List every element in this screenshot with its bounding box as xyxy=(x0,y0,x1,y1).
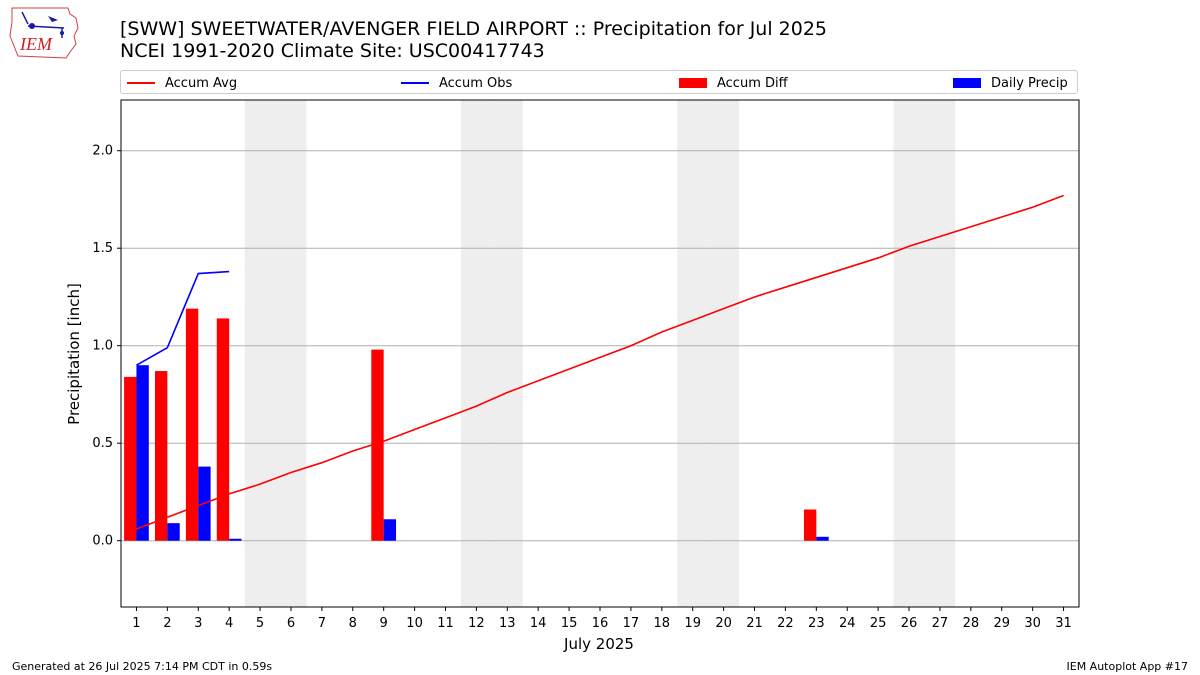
x-axis-label: July 2025 xyxy=(564,635,634,653)
logo-text: IEM xyxy=(19,34,53,54)
x-tick-label-4: 4 xyxy=(225,616,233,631)
x-tick-label-1: 1 xyxy=(132,616,140,631)
x-tick-label-31: 31 xyxy=(1055,616,1072,631)
series-lines xyxy=(136,194,1064,530)
accum-diff-bar-2 xyxy=(154,371,168,541)
x-tick-label-21: 21 xyxy=(746,616,763,631)
y-tick-label-0: 0.0 xyxy=(92,534,113,549)
bars xyxy=(124,308,829,541)
legend-accum-obs-swatch xyxy=(401,82,429,84)
x-tick-label-12: 12 xyxy=(468,616,485,631)
x-tick-label-25: 25 xyxy=(870,616,887,631)
legend-accum-diff-label: Accum Diff xyxy=(717,75,788,91)
app-credit: IEM Autoplot App #17 xyxy=(1066,660,1189,673)
legend: Accum Avg Accum Obs Accum Diff Daily Pre… xyxy=(120,70,1078,94)
axis-ticks: 0.00.51.01.52.01 2 3 4 5 6 7 8 9 10 11 12 13 14 15 16 17… xyxy=(92,144,1072,631)
x-tick-label-14: 14 xyxy=(530,616,547,631)
accum-diff-bar-9 xyxy=(371,349,384,541)
y-gridlines xyxy=(121,150,1079,542)
x-tick-label-7: 7 xyxy=(318,616,326,631)
x-tick-label-20: 20 xyxy=(715,616,732,631)
daily-precip-bar-1 xyxy=(136,365,149,541)
accum-avg-line xyxy=(136,194,1064,530)
weekend-band-27 xyxy=(924,100,956,607)
daily-precip-bar-4 xyxy=(229,538,242,541)
x-tick-label-26: 26 xyxy=(901,616,918,631)
legend-accum-avg: Accum Avg xyxy=(127,74,237,92)
x-tick-label-11: 11 xyxy=(437,616,454,631)
x-tick-label-3: 3 xyxy=(194,616,202,631)
x-tick-label-8: 8 xyxy=(349,616,357,631)
x-tick-label-9: 9 xyxy=(380,616,388,631)
x-tick-label-27: 27 xyxy=(932,616,949,631)
y-tick-label-0.5: 0.5 xyxy=(92,436,113,451)
chart-title: [SWW] SWEETWATER/AVENGER FIELD AIRPORT :… xyxy=(120,18,828,40)
weekend-band-20 xyxy=(708,100,740,607)
weekend-band-26 xyxy=(893,100,925,607)
x-tick-label-28: 28 xyxy=(963,616,980,631)
x-tick-label-6: 6 xyxy=(287,616,295,631)
weekend-band-12 xyxy=(460,100,492,607)
y-axis-label: Precipitation [inch] xyxy=(65,283,83,425)
legend-accum-avg-swatch xyxy=(127,82,155,84)
y-tick-label-2: 2.0 xyxy=(92,144,113,159)
weekend-band-13 xyxy=(491,100,523,607)
accum-diff-bar-1 xyxy=(124,376,137,541)
x-tick-label-29: 29 xyxy=(993,616,1010,631)
daily-precip-bar-2 xyxy=(167,523,180,541)
x-tick-label-15: 15 xyxy=(561,616,578,631)
legend-accum-diff-swatch xyxy=(679,78,707,88)
x-tick-label-22: 22 xyxy=(777,616,794,631)
x-tick-label-2: 2 xyxy=(163,616,171,631)
x-tick-label-17: 17 xyxy=(623,616,640,631)
legend-accum-avg-label: Accum Avg xyxy=(165,75,238,91)
weekend-band-5 xyxy=(244,100,276,607)
x-tick-label-23: 23 xyxy=(808,616,825,631)
x-tick-label-5: 5 xyxy=(256,616,264,631)
x-tick-label-10: 10 xyxy=(406,616,423,631)
legend-accum-diff: Accum Diff xyxy=(679,74,788,92)
x-tick-label-30: 30 xyxy=(1024,616,1041,631)
y-tick-label-1.5: 1.5 xyxy=(92,241,113,256)
weekend-band-19 xyxy=(677,100,709,607)
daily-precip-bar-9 xyxy=(383,519,397,541)
legend-daily-precip: Daily Precip xyxy=(953,74,1068,92)
x-tick-label-18: 18 xyxy=(654,616,671,631)
x-tick-label-24: 24 xyxy=(839,616,856,631)
chart-subtitle: NCEI 1991-2020 Climate Site: USC00417743 xyxy=(120,40,545,62)
weekend-band-6 xyxy=(275,100,307,607)
legend-accum-obs-label: Accum Obs xyxy=(439,75,513,91)
x-tick-label-13: 13 xyxy=(499,616,516,631)
x-tick-label-19: 19 xyxy=(684,616,701,631)
daily-precip-bar-23 xyxy=(816,536,829,541)
legend-accum-obs: Accum Obs xyxy=(401,74,512,92)
legend-daily-precip-swatch xyxy=(953,78,981,88)
weekend-shading xyxy=(244,100,956,607)
generated-timestamp: Generated at 26 Jul 2025 7:14 PM CDT in … xyxy=(12,660,273,673)
accum-diff-bar-3 xyxy=(185,308,199,541)
legend-daily-precip-label: Daily Precip xyxy=(991,75,1068,91)
iem-logo: IEM xyxy=(8,6,80,60)
accum-obs-line xyxy=(136,270,230,366)
accum-diff-bar-4 xyxy=(216,318,230,541)
accum-diff-bar-23 xyxy=(803,509,817,541)
x-tick-label-16: 16 xyxy=(592,616,609,631)
y-tick-label-1: 1.0 xyxy=(92,339,113,354)
